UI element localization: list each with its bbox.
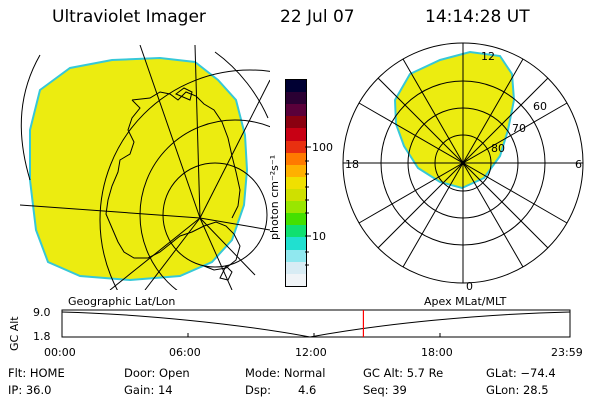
altitude-plot-frame	[61, 309, 571, 338]
mlt-line	[402, 58, 524, 268]
meridian-line	[139, 45, 201, 219]
door-status: Door: Open	[124, 366, 190, 380]
meridian-line	[20, 204, 201, 219]
meridian-line	[199, 217, 270, 231]
lat-label-60: 60	[533, 100, 547, 113]
lat-label-80: 80	[491, 142, 505, 155]
right-panel-label: Apex MLat/MLT	[424, 295, 507, 308]
latitude-arc	[20, 54, 41, 181]
image-date: 22 Jul 07	[280, 7, 355, 27]
mlt-label-18: 18	[345, 158, 359, 171]
colorbar-segment	[286, 140, 306, 153]
colorbar-segment	[286, 213, 306, 226]
dsp-label: Dsp:	[245, 383, 272, 397]
colorbar-segment	[286, 128, 306, 141]
geo-longitude: GLon: 28.5	[486, 383, 549, 397]
mode-status: Mode: Normal	[245, 366, 326, 380]
gain-value: Gain: 14	[124, 383, 173, 397]
colorbar-tick-10: 10	[312, 230, 326, 243]
ip-value: IP: 36.0	[8, 383, 52, 397]
time-tick-0600: 06:00	[169, 346, 201, 359]
mlt-label-6: 6	[575, 158, 582, 171]
coastline	[105, 91, 241, 271]
flight-status: Flt: HOME	[8, 366, 65, 380]
lat-label-70: 70	[512, 122, 526, 135]
mlt-label-12: 12	[481, 50, 495, 63]
colorbar-segment	[286, 261, 306, 274]
colorbar-segment	[286, 92, 306, 105]
colorbar-segment	[286, 104, 306, 117]
left-panel-label: Geographic Lat/Lon	[68, 295, 176, 308]
sequence-number: Seq: 39	[363, 383, 407, 397]
geo-latitude: GLat: −74.4	[486, 366, 556, 380]
altitude-tick-low: 1.8	[33, 330, 51, 343]
altitude-tick-high: 9.0	[33, 306, 51, 319]
colorbar-segment	[286, 80, 306, 93]
time-tick-2359: 23:59	[551, 346, 583, 359]
colorbar-segment	[286, 201, 306, 214]
colorbar-segment	[286, 249, 306, 262]
image-time: 14:14:28 UT	[425, 7, 530, 27]
colorbar-segment	[286, 225, 306, 238]
grid-circle-mid	[139, 119, 270, 290]
colorbar-segment	[286, 116, 306, 129]
latitude-arc	[214, 51, 269, 119]
aurora-oval-polar	[393, 50, 516, 190]
meridian-line	[199, 79, 270, 219]
meridian-line	[199, 217, 256, 276]
time-tick-0000: 00:00	[44, 346, 76, 359]
colorbar-segment	[286, 176, 306, 189]
colorbar-segment	[286, 164, 306, 177]
meridian-line	[199, 217, 233, 290]
grid-circle-outer	[99, 69, 270, 290]
meridian-line	[144, 217, 201, 290]
color-scale-bar	[285, 79, 307, 287]
meridian-line	[194, 45, 201, 219]
dsp-value: 4.6	[298, 383, 317, 397]
aurora-emission-region	[29, 56, 249, 282]
colorbar-segment	[286, 188, 306, 202]
time-tick-1200: 12:00	[295, 346, 327, 359]
mlt-label-0: 0	[466, 280, 473, 293]
colorbar-ticks	[305, 146, 311, 266]
colorbar-segment	[286, 273, 306, 286]
instrument-title: Ultraviolet Imager	[52, 7, 206, 27]
altitude-curve	[61, 311, 571, 338]
time-tick-1800: 18:00	[421, 346, 453, 359]
coastline	[175, 87, 233, 281]
colorbar-segment	[286, 152, 306, 165]
colorbar-segment	[286, 237, 306, 250]
gc-altitude: GC Alt: 5.7 Re	[363, 366, 444, 380]
colorbar-tick-100: 100	[312, 141, 333, 154]
altitude-timeline-plot	[61, 309, 571, 338]
